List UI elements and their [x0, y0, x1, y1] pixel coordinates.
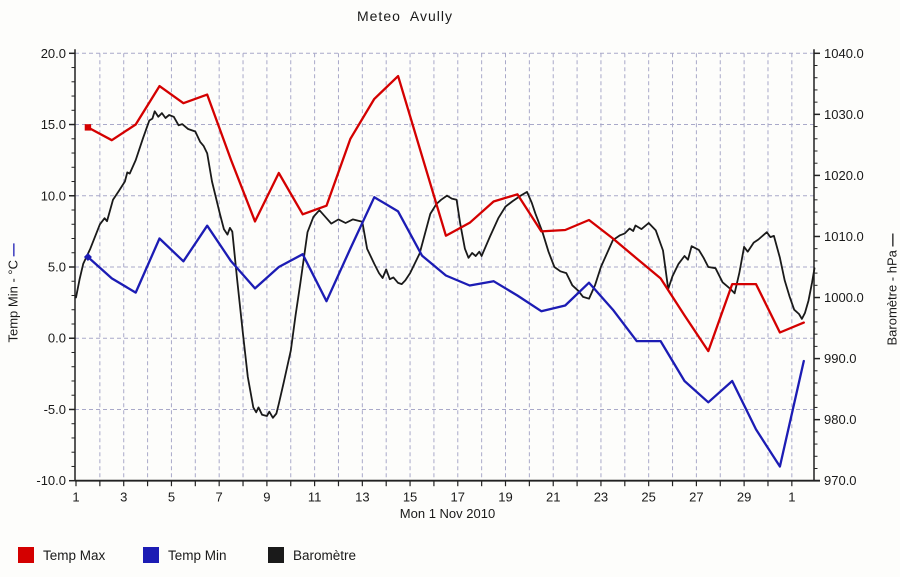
right-axis-tick-label: 970.0	[824, 473, 857, 488]
series-line-temp-max	[86, 74, 805, 353]
legend-item-temp-max: Temp Max	[18, 547, 105, 563]
right-axis-tick-label: 1020.0	[824, 168, 864, 183]
legend-label-temp-max: Temp Max	[43, 547, 106, 563]
right-axis-tick-label: 1010.0	[824, 229, 864, 244]
pressure-temperature-chart: 20.0 15.0 10.0 5.0 0.0 -5.0 -10.0 1040.0 1030.0 1…	[36, 46, 864, 505]
x-axis-tick-label: 5	[168, 490, 175, 505]
right-axis-tick-label: 1040.0	[824, 46, 864, 61]
x-axis-tick-label: 17	[451, 490, 465, 505]
legend-label-temp-min: Temp Min	[168, 547, 227, 563]
chart-title: Meteo Avully	[356, 8, 453, 24]
barometer-swatch	[268, 547, 284, 563]
temp-min-swatch	[143, 547, 159, 563]
temp-max-first-point-marker	[84, 124, 92, 131]
x-axis-tick-label: 1	[72, 490, 79, 505]
left-axis-tick-label: 5.0	[48, 260, 66, 275]
legend-item-temp-min: Temp Min	[143, 547, 227, 563]
x-axis-tick-label: 29	[737, 490, 751, 505]
left-axis-tick-label: 10.0	[41, 188, 66, 203]
x-axis-tick-label: 27	[689, 490, 703, 505]
left-axis-tick-label: -5.0	[44, 402, 66, 417]
x-axis-tick-label: 15	[403, 490, 417, 505]
temp-min-first-point-marker	[83, 253, 92, 262]
left-axis-tick-label: -10.0	[36, 473, 66, 488]
temp-max-swatch	[18, 547, 34, 563]
x-axis-tick-label: 9	[263, 490, 270, 505]
legend: Temp Max Temp Min Baromètre	[0, 547, 900, 569]
legend-label-barometer: Baromètre	[293, 547, 357, 563]
series-line-temp-min	[86, 196, 805, 468]
x-axis-tick-label: 1	[788, 490, 795, 505]
x-axis-label: Mon 1 Nov 2010	[399, 506, 496, 521]
x-axis-tick-label: 23	[594, 490, 608, 505]
x-axis-tick-label: 7	[216, 490, 223, 505]
right-axis-title-text: Baromètre - hPa	[884, 250, 900, 346]
x-axis-tick-label: 13	[355, 490, 369, 505]
right-axis-title: Baromètre - hPa —	[885, 206, 900, 346]
barometer-line-symbol: —	[884, 234, 900, 247]
x-axis-tick-label: 19	[498, 490, 512, 505]
left-axis-tick-label: 20.0	[41, 46, 66, 61]
left-axis-tick-label: 0.0	[48, 331, 66, 346]
x-axis-tick-label: 3	[120, 490, 127, 505]
left-axis-tick-label: 15.0	[41, 117, 66, 132]
x-axis-tick-label: 25	[641, 490, 655, 505]
x-axis-tick-label: 21	[546, 490, 560, 505]
x-axis-tick-label: 11	[308, 490, 322, 505]
right-axis-tick-label: 990.0	[824, 351, 857, 366]
right-axis-tick-label: 980.0	[824, 412, 857, 427]
barometer-line	[75, 110, 816, 419]
right-axis-tick-label: 1030.0	[824, 107, 864, 122]
legend-item-barometer: Baromètre	[268, 547, 356, 563]
right-axis-tick-label: 1000.0	[824, 290, 864, 305]
